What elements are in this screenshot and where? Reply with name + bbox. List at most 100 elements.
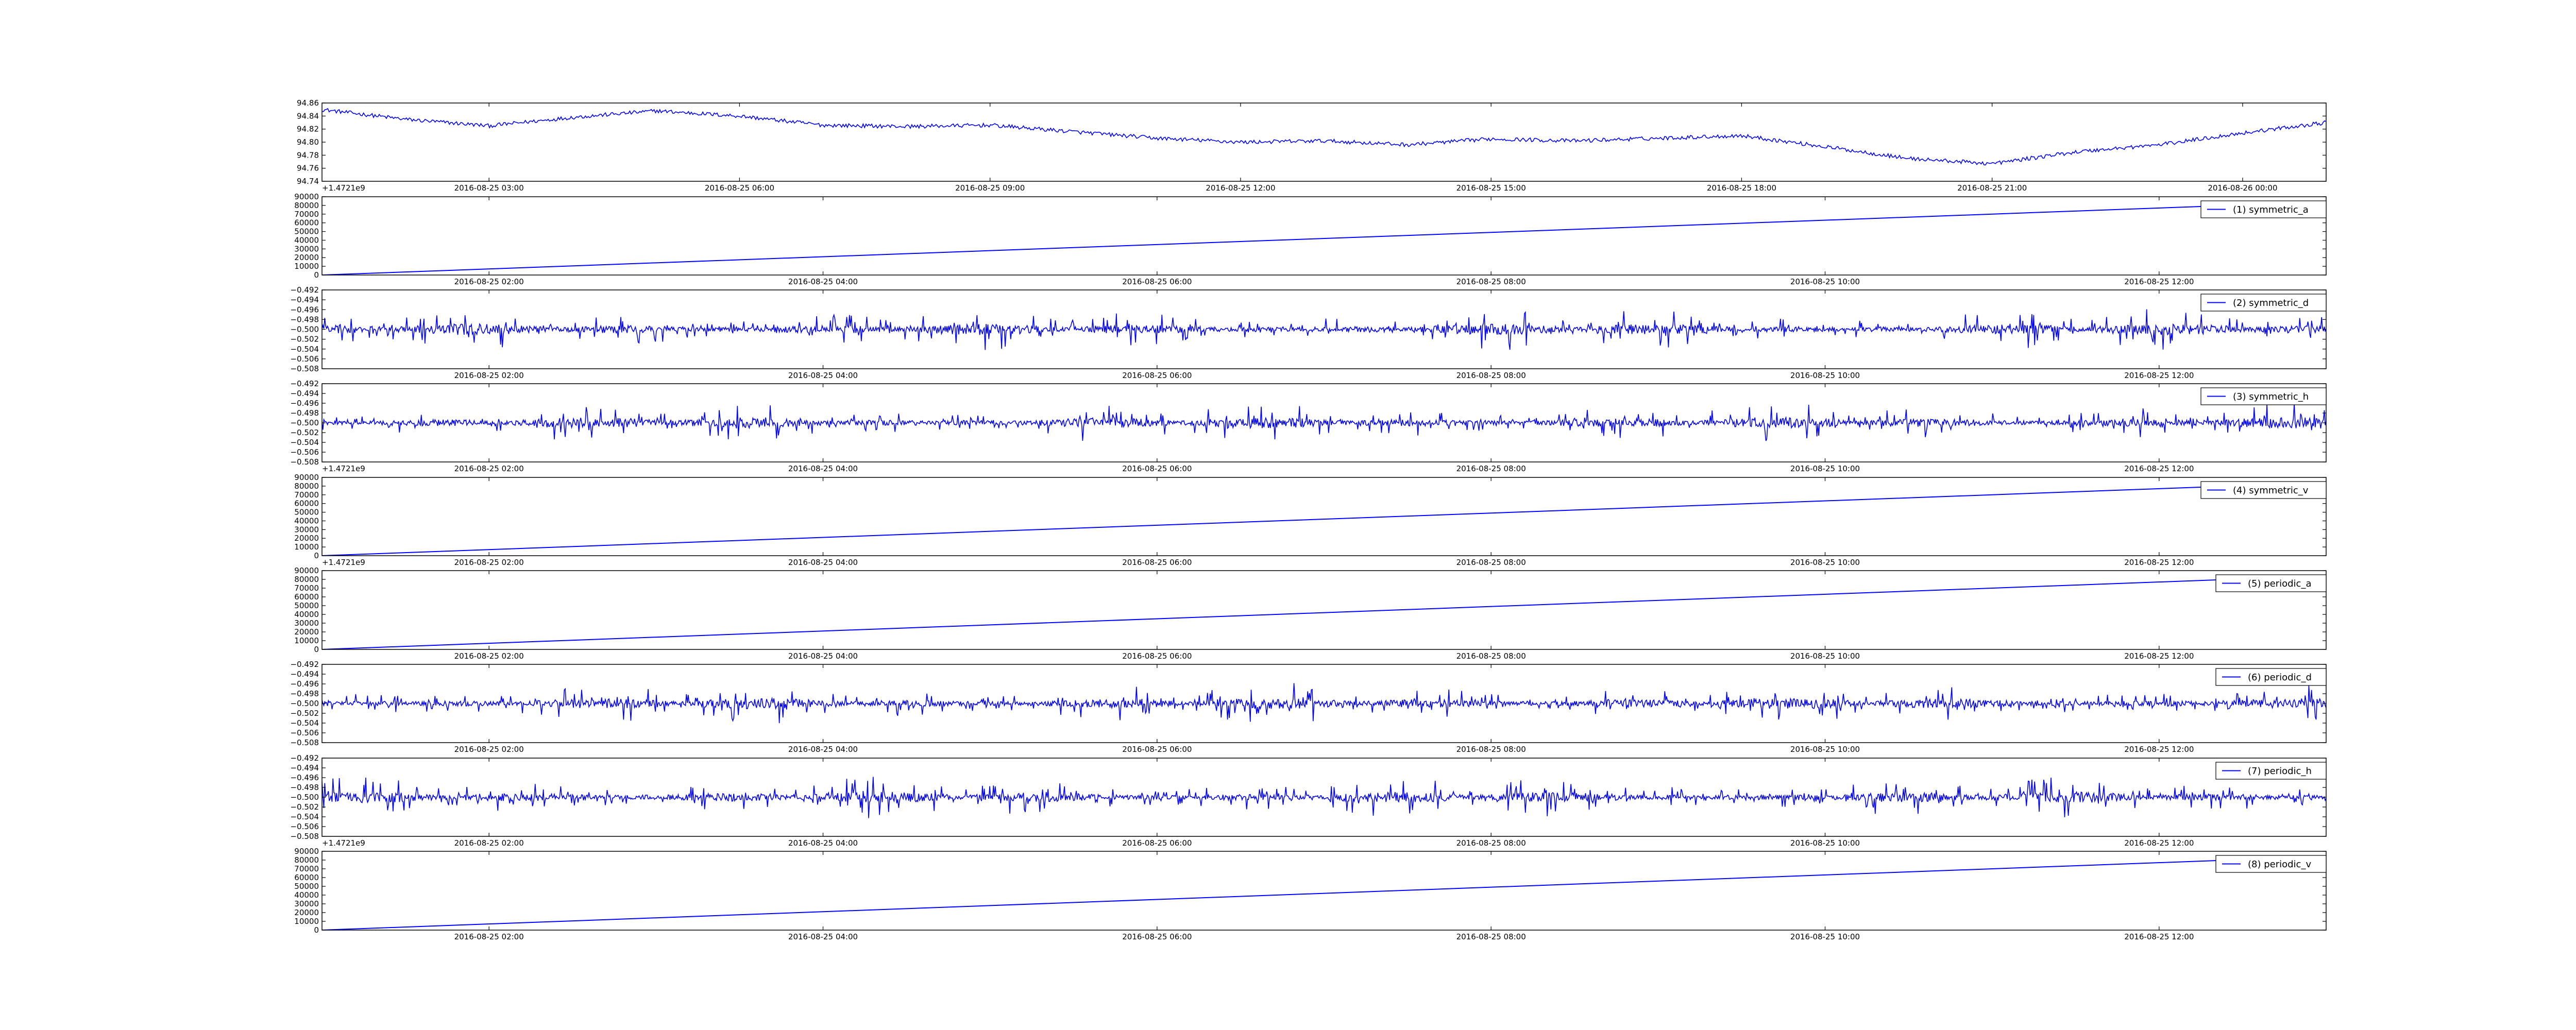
xtick-label: 2016-08-25 06:00 — [1122, 651, 1192, 661]
xtick-label: 2016-08-25 06:00 — [1122, 932, 1192, 941]
ytick-label: 0 — [314, 551, 319, 560]
ytick-label: 30000 — [294, 899, 319, 908]
ytick-label: −0.504 — [290, 812, 319, 821]
xtick-label: 2016-08-25 10:00 — [1790, 651, 1860, 661]
subplot-p8: 0100002000030000400005000060000700008000… — [294, 838, 2327, 941]
ytick-label: 40000 — [294, 235, 319, 245]
ytick-label: −0.498 — [290, 783, 319, 792]
xtick-label: 2016-08-25 08:00 — [1456, 464, 1526, 473]
axes-frame-p1 — [321, 196, 2327, 276]
ytick-label: −0.500 — [290, 418, 319, 427]
xtick-label: 2016-08-25 06:00 — [1122, 558, 1192, 567]
ytick-label: 20000 — [294, 627, 319, 637]
ytick-label: −0.498 — [290, 408, 319, 418]
legend-label: (1) symmetric_a — [2233, 204, 2309, 215]
ytick-label: −0.498 — [290, 315, 319, 324]
xtick-label: 2016-08-25 08:00 — [1456, 371, 1526, 380]
xtick-label: 2016-08-25 10:00 — [1790, 558, 1860, 567]
xtick-label: 2016-08-25 08:00 — [1456, 745, 1526, 754]
ytick-label: −0.508 — [290, 832, 319, 841]
xtick-label: 2016-08-25 02:00 — [454, 464, 524, 473]
legend-label: (5) periodic_a — [2248, 578, 2312, 589]
ytick-label: −0.508 — [290, 738, 319, 747]
ytick-label: −0.496 — [290, 305, 319, 314]
xtick-label: 2016-08-25 04:00 — [788, 464, 858, 473]
legend-p3: (3) symmetric_h — [2200, 387, 2327, 405]
xtick-label: 2016-08-25 09:00 — [955, 183, 1025, 193]
series-line-p5-0 — [322, 575, 2326, 649]
xtick-label: 2016-08-25 10:00 — [1790, 371, 1860, 380]
ytick-label: −0.496 — [290, 773, 319, 782]
xtick-label: 2016-08-25 10:00 — [1790, 464, 1860, 473]
ytick-label: 60000 — [294, 218, 319, 228]
xtick-label: 2016-08-25 12:00 — [2124, 558, 2194, 567]
ytick-label: 60000 — [294, 592, 319, 602]
xtick-label: 2016-08-25 06:00 — [1122, 277, 1192, 286]
xtick-label: 2016-08-25 12:00 — [2124, 838, 2194, 848]
series-line-p4-0 — [322, 482, 2326, 556]
series-line-p8-0 — [322, 856, 2326, 930]
offset-text: +1.4721e9 — [322, 183, 365, 193]
legend-p1: (1) symmetric_a — [2200, 200, 2327, 218]
xtick-label: 2016-08-25 04:00 — [788, 651, 858, 661]
xtick-label: 2016-08-25 12:00 — [2124, 932, 2194, 941]
legend-p5: (5) periodic_a — [2215, 574, 2327, 592]
ytick-label: 50000 — [294, 882, 319, 891]
xtick-label: 2016-08-25 04:00 — [788, 838, 858, 848]
ytick-label: −0.500 — [290, 325, 319, 334]
ytick-label: 94.86 — [297, 98, 319, 108]
ytick-label: 30000 — [294, 619, 319, 628]
xtick-label: 2016-08-25 04:00 — [788, 745, 858, 754]
xtick-label: 2016-08-25 02:00 — [454, 745, 524, 754]
ytick-label: −0.504 — [290, 345, 319, 354]
ytick-label: −0.502 — [290, 428, 319, 437]
xtick-label: 2016-08-25 06:00 — [1122, 838, 1192, 848]
legend-label: (2) symmetric_d — [2233, 298, 2309, 308]
ytick-label: 90000 — [294, 192, 319, 201]
xtick-label: 2016-08-25 10:00 — [1790, 745, 1860, 754]
ytick-label: 50000 — [294, 601, 319, 610]
axes-frame-p5 — [321, 570, 2327, 650]
xtick-label: 2016-08-25 02:00 — [454, 558, 524, 567]
xtick-label: 2016-08-25 06:00 — [1122, 745, 1192, 754]
legend-box — [2200, 387, 2327, 405]
subplot-top: 94.74 94.76 94.78 94.80 94.82 94.84 94.86 2016-… — [297, 98, 2327, 193]
ytick-label: 80000 — [294, 482, 319, 491]
xtick-label: 2016-08-25 15:00 — [1456, 183, 1526, 193]
ytick-label: 40000 — [294, 610, 319, 619]
subplot-p4: 0100002000030000400005000060000700008000… — [294, 464, 2327, 567]
subplot-p2: −0.508−0.506−0.504−0.502−0.500−0.498−0.4… — [290, 285, 2327, 380]
ytick-label: 0 — [314, 925, 319, 935]
ytick-label: 94.78 — [297, 150, 319, 160]
series-line-p3-0 — [322, 403, 2326, 441]
ytick-label: −0.506 — [290, 728, 319, 737]
ytick-label: −0.506 — [290, 822, 319, 831]
xtick-label: 2016-08-25 04:00 — [788, 277, 858, 286]
ytick-label: 70000 — [294, 864, 319, 873]
ytick-label: −0.502 — [290, 335, 319, 344]
ytick-label: 0 — [314, 645, 319, 654]
ytick-label: −0.494 — [290, 389, 319, 398]
series-line-p7-0 — [322, 777, 2326, 818]
ytick-label: 0 — [314, 270, 319, 280]
ytick-label: 10000 — [294, 917, 319, 926]
ytick-label: −0.506 — [290, 354, 319, 364]
ytick-label: 70000 — [294, 583, 319, 593]
xtick-label: 2016-08-25 03:00 — [454, 183, 524, 193]
xtick-label: 2016-08-25 06:00 — [705, 183, 774, 193]
ytick-label: 94.80 — [297, 138, 319, 147]
xtick-label: 2016-08-25 06:00 — [1122, 371, 1192, 380]
offset-text: +1.4721e9 — [322, 838, 365, 848]
ytick-label: 30000 — [294, 525, 319, 534]
legend-p7: (7) periodic_h — [2215, 762, 2327, 780]
xtick-label: 2016-08-25 10:00 — [1790, 277, 1860, 286]
ytick-label: −0.492 — [290, 379, 319, 388]
ytick-label: 50000 — [294, 227, 319, 236]
ytick-label: −0.508 — [290, 457, 319, 467]
series-line-p6-0 — [322, 683, 2326, 724]
offset-text: +1.4721e9 — [322, 464, 365, 473]
axes-frame-p4 — [321, 477, 2327, 556]
legend-p6: (6) periodic_d — [2215, 668, 2327, 686]
ytick-label: −0.492 — [290, 660, 319, 669]
ytick-label: 20000 — [294, 253, 319, 262]
